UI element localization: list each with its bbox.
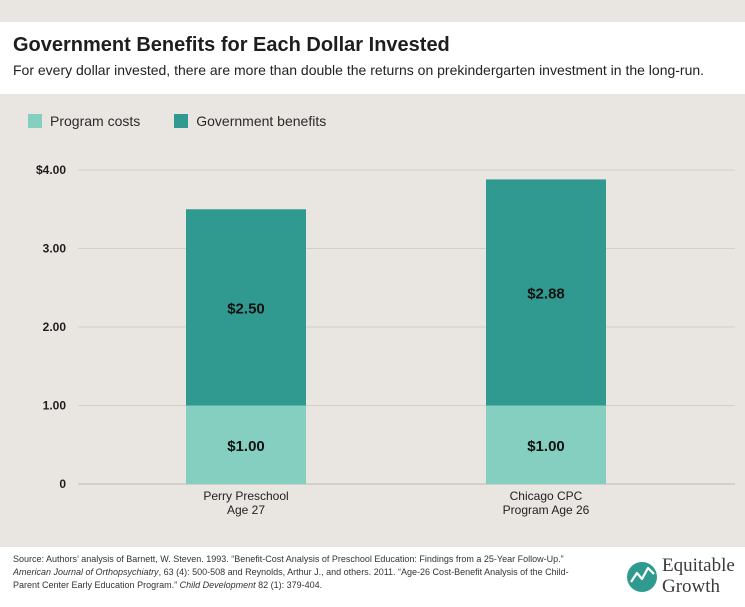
legend-item-government-benefits: Government benefits — [174, 113, 326, 129]
source-part: Source: Authors’ analysis of Barnett, W.… — [13, 554, 564, 564]
source-part: American Journal of Orthopsychiatry — [13, 567, 159, 577]
bar-data-label: $1.00 — [527, 438, 565, 455]
logo-mark-icon — [627, 562, 657, 592]
x-category-label: Chicago CPC — [510, 489, 583, 503]
source-part: 82 (1): 379-404. — [255, 580, 323, 590]
source-part: , 63 (4): 500-508 and Reynolds, Arthur J… — [13, 567, 569, 590]
y-tick-label: 1.00 — [43, 399, 67, 413]
chart-footer: Source: Authors’ analysis of Barnett, W.… — [0, 547, 745, 607]
legend-label-program-costs: Program costs — [50, 113, 141, 129]
bar-segment — [486, 405, 606, 484]
stacked-bar-chart: 0 1.00 2.00 3.00 $4.00 $1.00 $2.50 Perry Presch… — [36, 163, 735, 517]
chart-legend: Program costs Government benefits — [28, 112, 360, 130]
chart-subtitle: For every dollar invested, there are mor… — [13, 62, 705, 78]
logo-text: Equitable Growth — [662, 555, 735, 597]
legend-item-program-costs: Program costs — [28, 113, 140, 129]
y-tick-label: 0 — [59, 477, 66, 491]
logo-text-line1: Equitable — [662, 555, 735, 576]
bar-data-label: $2.88 — [527, 285, 565, 302]
y-tick-label: 2.00 — [43, 320, 67, 334]
bar-data-label: $1.00 — [227, 438, 265, 455]
logo-text-line2: Growth — [662, 576, 721, 597]
legend-swatch-government-benefits — [174, 114, 189, 128]
bar-segment — [486, 179, 606, 406]
x-category-label: Age 27 — [227, 503, 265, 517]
y-tick-label: $4.00 — [36, 163, 66, 177]
bar-segment — [186, 405, 306, 484]
y-tick-label: 3.00 — [43, 242, 67, 256]
source-note: Source: Authors’ analysis of Barnett, W.… — [13, 553, 573, 592]
source-part: Child Development — [179, 580, 256, 590]
chart-title: Government Benefits for Each Dollar Inve… — [13, 34, 450, 56]
bar-data-label: $2.50 — [227, 300, 265, 317]
equitable-growth-logo: Equitable Growth — [626, 555, 741, 601]
legend-swatch-program-costs — [28, 114, 42, 128]
x-category-label: Program Age 26 — [503, 503, 590, 517]
chart-header: Government Benefits for Each Dollar Inve… — [0, 22, 745, 94]
x-category-label: Perry Preschool — [203, 489, 288, 503]
bar-segment — [186, 209, 306, 406]
legend-label-government-benefits: Government benefits — [196, 113, 327, 129]
